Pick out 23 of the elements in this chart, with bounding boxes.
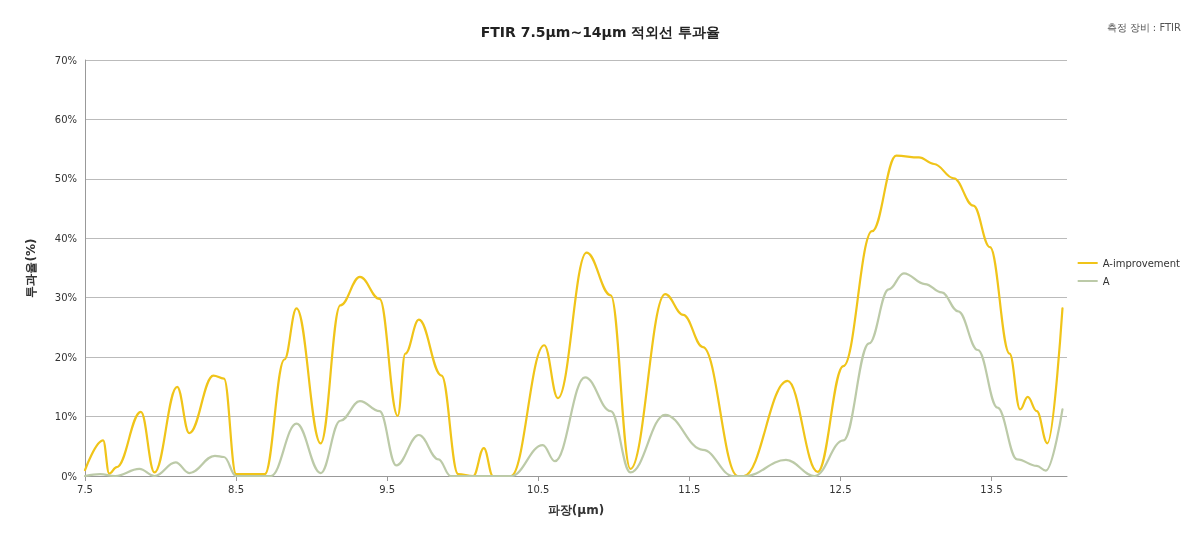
chart-title: FTIR 7.5µm~14µm 적외선 투과율: [480, 24, 721, 40]
line-series: [83, 154, 1064, 478]
y-tick-label: 20%: [54, 351, 77, 363]
y-tick-label: 0%: [61, 470, 77, 482]
y-tick-label: 10%: [54, 411, 77, 423]
y-axis-title: 투과율(%): [24, 238, 38, 298]
x-tick-label: 12.5: [829, 483, 852, 495]
y-tick-label: 60%: [54, 113, 77, 125]
x-tick-label: 8.5: [228, 483, 245, 495]
y-tick-label: 30%: [54, 292, 77, 304]
line-series: [83, 272, 1064, 478]
legend-label: A-improvement: [1102, 257, 1181, 269]
y-tick-label: 70%: [54, 54, 77, 66]
x-tick-label: 10.5: [527, 483, 550, 495]
y-tick-label: 50%: [54, 173, 77, 185]
text: 측정 장비 : FTIR: [1106, 21, 1182, 33]
y-tick-label: 40%: [54, 232, 77, 244]
legend-label: A: [1102, 275, 1110, 287]
x-axis-title: 파장(µm): [547, 503, 605, 517]
x-tick-label: 7.5: [77, 483, 93, 495]
x-tick-label: 13.5: [980, 483, 1003, 495]
x-tick-label: 11.5: [678, 483, 701, 495]
x-tick-label: 9.5: [379, 483, 396, 495]
